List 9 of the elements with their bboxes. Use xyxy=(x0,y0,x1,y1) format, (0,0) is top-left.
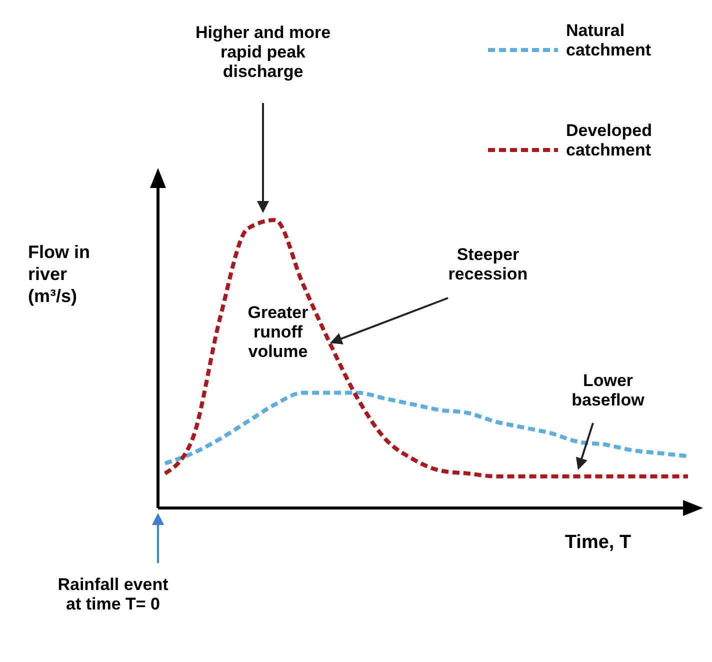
legend-label: Developed catchment xyxy=(566,121,652,160)
text: Rainfall event at time T= 0 xyxy=(58,575,169,614)
y-axis-title: Flow in river (m³/s) xyxy=(28,242,90,306)
annotation: Greater runoff volume xyxy=(248,303,309,362)
annotation: Steeper recession xyxy=(448,245,528,284)
x-axis-title: Time, T xyxy=(564,532,632,553)
legend-label: Natural catchment xyxy=(566,21,652,60)
annotation: Lower baseflow xyxy=(572,371,646,410)
text: Higher and more rapid peak discharge xyxy=(195,23,331,82)
